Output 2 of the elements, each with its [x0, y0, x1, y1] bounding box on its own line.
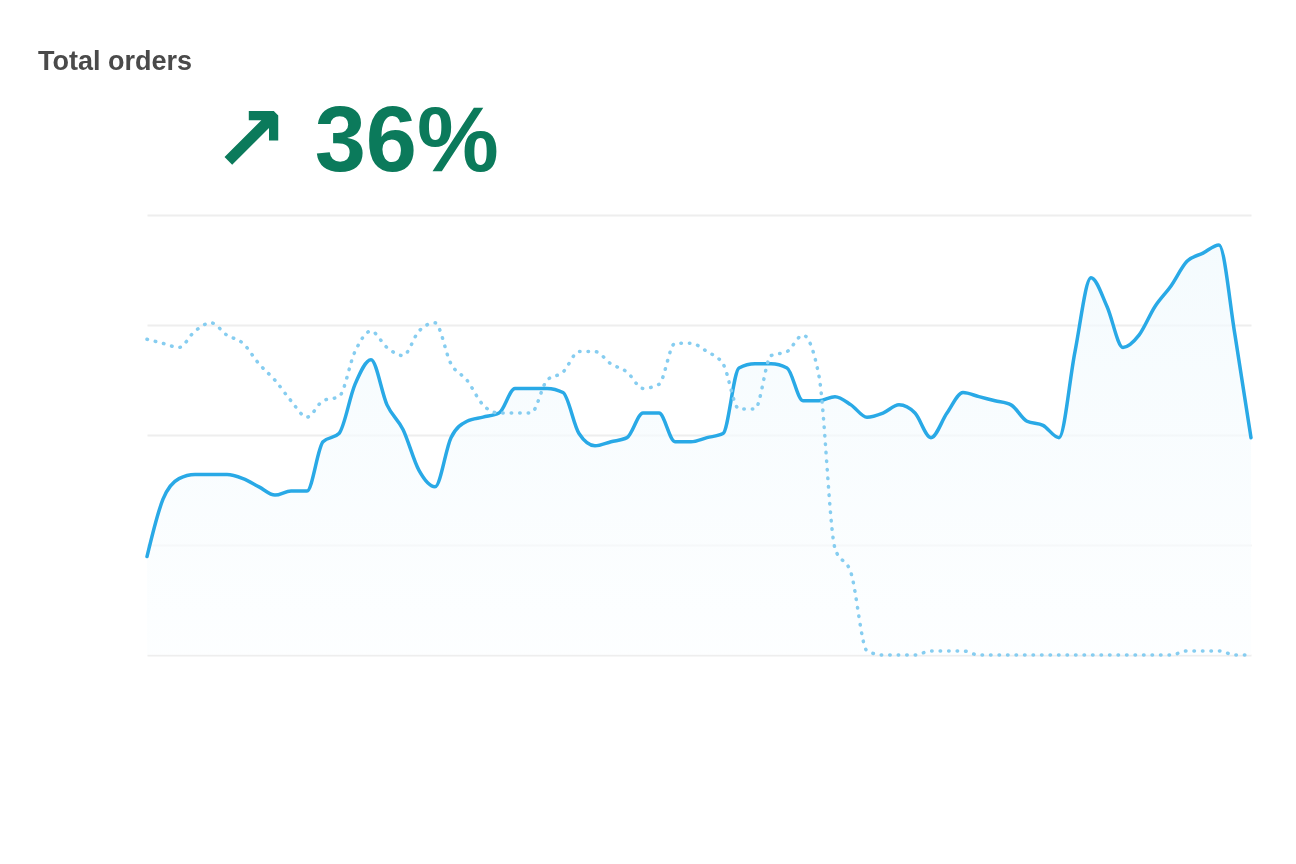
text: ↗ 36% — [212, 88, 499, 190]
chart-title: Total orders — [38, 46, 193, 76]
